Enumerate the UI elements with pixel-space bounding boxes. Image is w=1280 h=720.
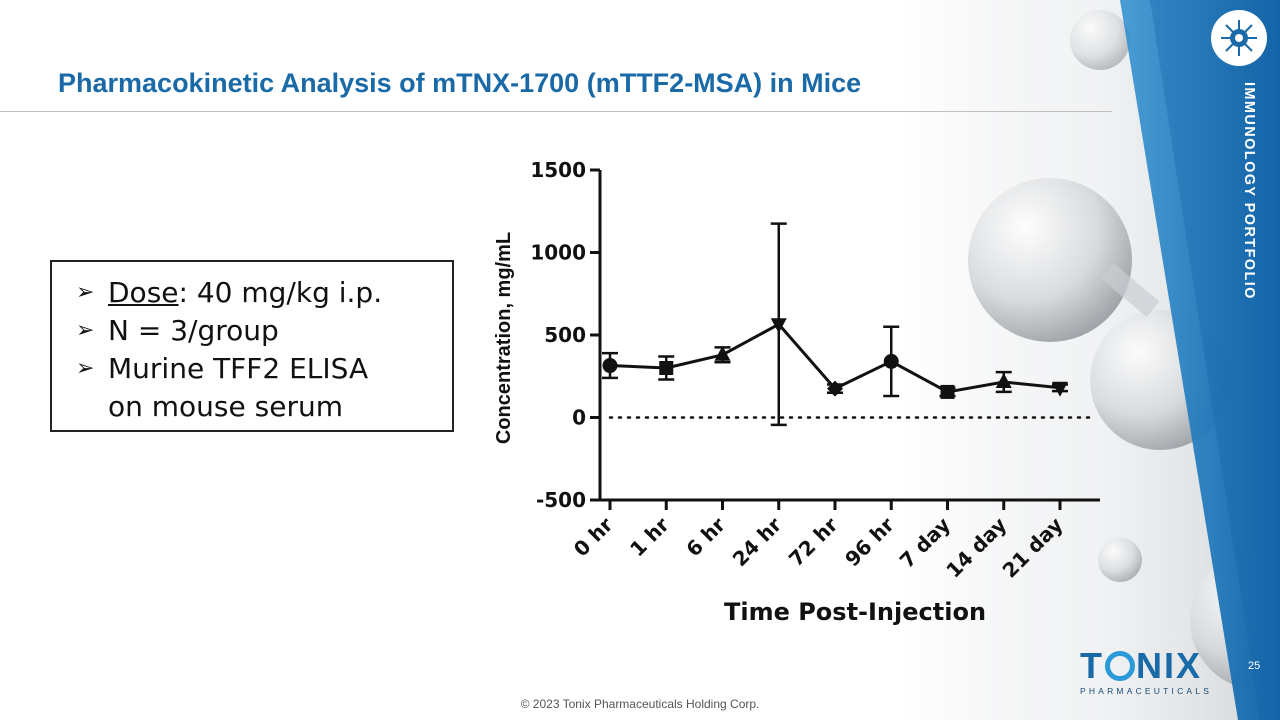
bullet-dose: ➢ Dose: 40 mg/kg i.p.: [76, 274, 452, 312]
brand-name: T NIX: [1080, 648, 1206, 684]
assay-line2: on mouse serum: [108, 390, 343, 423]
brand-o-ring-icon: [1105, 651, 1135, 681]
data-point: [827, 380, 843, 397]
data-point: [940, 384, 955, 399]
x-tick-label: 96 hr: [840, 512, 899, 571]
brand-tagline: PHARMACEUTICALS: [1080, 686, 1213, 696]
data-point: [883, 353, 899, 369]
data-point: [770, 318, 787, 334]
side-band: [1120, 0, 1280, 720]
data-point: [995, 373, 1012, 389]
assay-line1: Murine TFF2 ELISA: [108, 352, 369, 385]
data-point: [602, 358, 618, 374]
arrow-bullet-icon: ➢: [76, 280, 95, 305]
page-number: 25: [1248, 660, 1261, 672]
bullet-box: ➢ Dose: 40 mg/kg i.p. ➢ N = 3/group ➢ Mu…: [50, 260, 454, 432]
n-text: N = 3/group: [108, 314, 279, 347]
title-divider: [0, 111, 1112, 112]
dose-value: : 40 mg/kg i.p.: [178, 276, 383, 309]
brand-rest: NIX: [1136, 645, 1203, 686]
data-point: [659, 361, 674, 375]
bullet-assay: ➢ Murine TFF2 ELISA: [76, 350, 452, 388]
tonix-logo: T NIX PHARMACEUTICALS: [1080, 648, 1213, 697]
y-axis-title: Concentration, mg/mL: [493, 232, 515, 444]
y-tick-label: 1500: [530, 158, 586, 182]
x-tick-label: 6 hr: [681, 512, 730, 561]
y-tick-label: 500: [544, 323, 586, 347]
immunology-logo: [1211, 10, 1267, 66]
slide-title: Pharmacokinetic Analysis of mTNX-1700 (m…: [58, 68, 862, 98]
brand-t: T: [1080, 645, 1104, 686]
x-tick-label: 14 day: [941, 513, 1011, 583]
y-tick-label: -500: [536, 488, 586, 512]
data-point: [1052, 381, 1068, 397]
data-point: [714, 345, 731, 361]
x-axis-title: Time Post-Injection: [724, 598, 986, 626]
bullet-n: ➢ N = 3/group: [76, 312, 452, 350]
y-tick-label: 0: [572, 406, 586, 430]
y-tick-label: 1000: [530, 241, 586, 265]
dose-label: Dose: [108, 276, 179, 309]
x-tick-label: 0 hr: [569, 512, 618, 561]
x-tick-label: 1 hr: [625, 512, 674, 561]
x-tick-label: 24 hr: [728, 512, 787, 571]
x-tick-label: 21 day: [998, 513, 1068, 583]
arrow-bullet-icon: ➢: [76, 356, 95, 381]
x-tick-label: 72 hr: [784, 512, 843, 571]
copyright: © 2023 Tonix Pharmaceuticals Holding Cor…: [520, 697, 760, 711]
side-label: IMMUNOLOGY PORTFOLIO: [1241, 82, 1257, 300]
arrow-bullet-icon: ➢: [76, 318, 95, 343]
virus-icon: [1221, 20, 1257, 56]
